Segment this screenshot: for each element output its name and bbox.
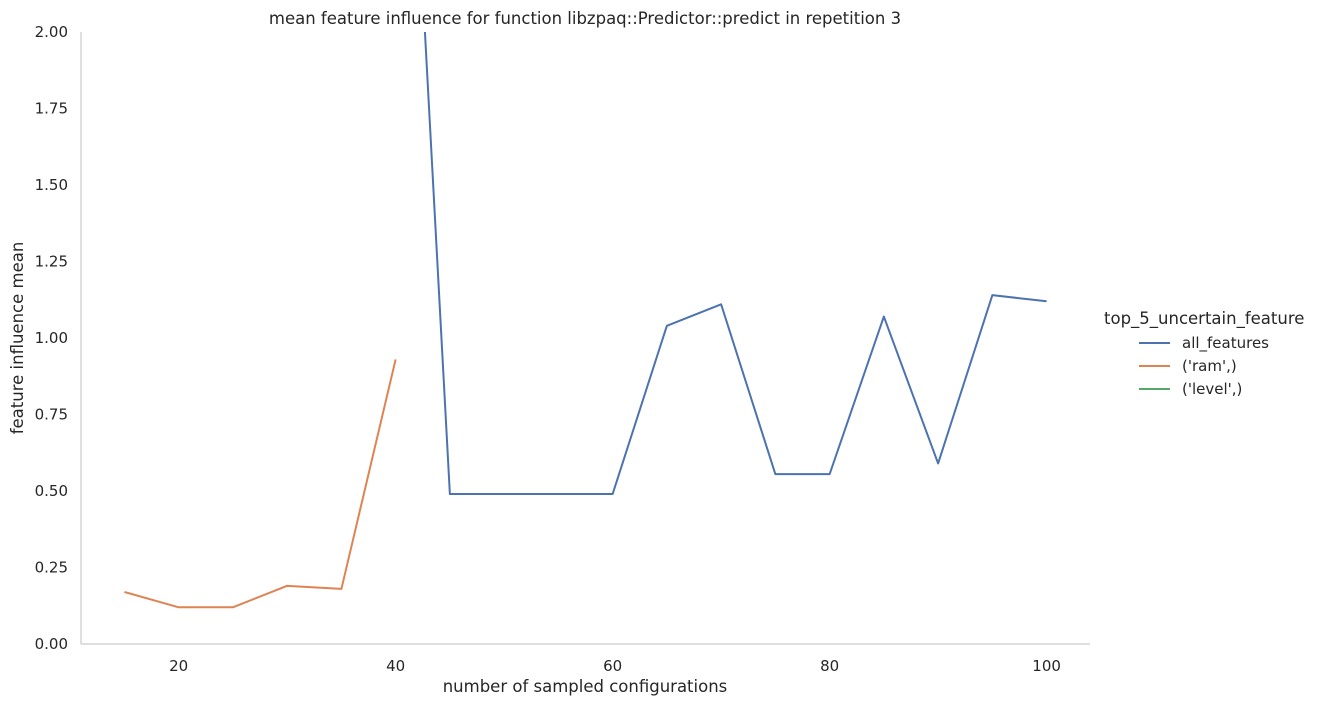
- x-tick-label: 100: [1032, 657, 1061, 675]
- y-tick-label: 0.25: [35, 559, 68, 577]
- legend-title: top_5_uncertain_feature: [1104, 309, 1304, 329]
- legend-items: all_features ('ram',) ('level',): [1139, 334, 1269, 398]
- y-tick-label: 2.00: [35, 23, 68, 41]
- y-tick-label: 0.75: [35, 406, 68, 424]
- x-tick-label: 80: [820, 657, 839, 675]
- series-layer: [124, 31, 1047, 609]
- series-line-all-features: [423, 31, 1047, 496]
- legend-item: ('level',): [1139, 380, 1242, 398]
- x-axis-label: number of sampled configurations: [443, 677, 728, 696]
- y-axis-ticks: 0.00 0.25 0.50 0.75 1.00 1.25 1.50 1.75 2.00: [35, 23, 68, 653]
- legend-label: ('level',): [1182, 380, 1242, 398]
- legend-item: ('ram',): [1139, 357, 1237, 375]
- y-tick-label: 0.50: [35, 482, 68, 500]
- legend-item: all_features: [1139, 334, 1269, 353]
- y-axis-label: feature influence mean: [8, 242, 27, 435]
- legend-label: all_features: [1182, 334, 1269, 353]
- x-axis-ticks: 20 40 60 80 100: [169, 657, 1061, 675]
- legend: top_5_uncertain_feature all_features ('ra…: [1104, 309, 1304, 398]
- y-tick-label: 1.75: [35, 100, 68, 118]
- legend-label: ('ram',): [1182, 357, 1237, 375]
- chart-title: mean feature influence for function libz…: [269, 9, 901, 28]
- y-tick-label: 1.50: [35, 176, 68, 194]
- x-tick-label: 40: [386, 657, 405, 675]
- y-tick-label: 0.00: [35, 635, 68, 653]
- x-tick-label: 60: [603, 657, 622, 675]
- x-tick-label: 20: [169, 657, 188, 675]
- y-tick-label: 1.00: [35, 329, 68, 347]
- series-line-ram: [124, 359, 397, 609]
- y-tick-label: 1.25: [35, 253, 68, 271]
